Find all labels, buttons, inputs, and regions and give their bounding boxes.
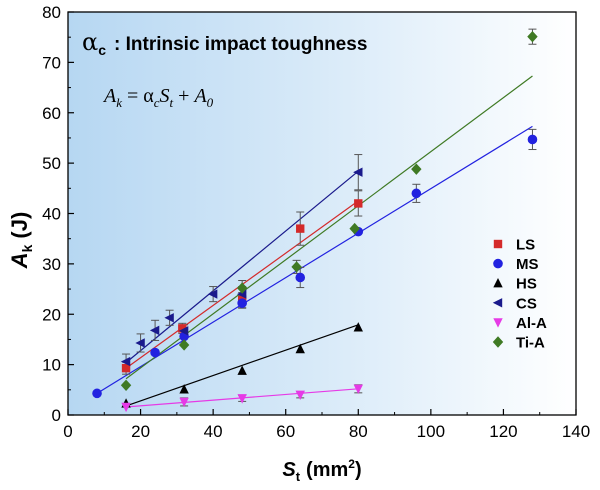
eq-lhs: A — [102, 85, 117, 107]
x-axis-symbol: S — [282, 459, 296, 481]
y-tick-label: 0 — [52, 406, 61, 425]
point-cs — [207, 289, 218, 299]
legend-marker-ls — [493, 239, 503, 249]
x-tick-label: 20 — [131, 422, 150, 441]
point-cs — [164, 313, 174, 323]
point-hs — [353, 322, 363, 332]
y-axis-subscript: k — [19, 244, 35, 252]
point-ls — [121, 363, 131, 373]
fit-lines — [96, 75, 533, 408]
y-tick-label: 70 — [42, 53, 61, 72]
fit-line-ti-a — [125, 75, 533, 380]
point-ti-a — [527, 30, 538, 43]
x-axis-unit-sup: 2 — [348, 457, 355, 471]
eq-s: S — [160, 85, 170, 107]
point-hs — [295, 343, 305, 354]
data-points — [92, 30, 538, 413]
point-ti-a — [120, 379, 132, 391]
point-ti-a — [411, 163, 422, 175]
point-al-a — [353, 384, 363, 395]
point-hs — [237, 365, 247, 375]
plot-background — [68, 12, 576, 415]
eq-plus: + — [173, 85, 194, 107]
point-cs — [353, 167, 363, 177]
y-axis-unit: (J) — [7, 212, 32, 239]
point-ls — [296, 224, 305, 233]
point-ti-a — [178, 339, 190, 351]
y-tick-label: 80 — [42, 3, 61, 22]
y-tick-label: 50 — [42, 154, 61, 173]
point-ms — [411, 188, 422, 199]
annotation-subscript: c — [98, 42, 106, 58]
eq-alpha-sub: c — [154, 95, 160, 110]
point-cs — [120, 356, 131, 367]
point-ls — [354, 199, 363, 208]
point-al-a — [121, 402, 131, 413]
legend-marker-ms — [493, 258, 503, 269]
point-hs — [179, 384, 189, 394]
point-ms — [295, 272, 306, 283]
x-tick-label: 40 — [204, 422, 223, 441]
x-tick-label: 0 — [63, 422, 72, 441]
legend: LS MS HS CS Al-A Ti-A — [492, 237, 547, 352]
legend-label-al-a: Al-A — [516, 315, 547, 332]
x-axis-subscript: t — [296, 469, 301, 484]
x-tick-label: 60 — [276, 422, 295, 441]
point-ls — [178, 324, 187, 333]
point-ti-a — [236, 282, 248, 294]
point-al-a — [179, 397, 189, 408]
point-cs — [135, 338, 145, 348]
axis-ticks: 0 20 40 60 80 100 120 140 0 10 20 30 40 50 60 70 80 — [42, 3, 590, 441]
point-ms — [237, 298, 247, 308]
point-ms — [92, 388, 102, 399]
legend-label-ms: MS — [516, 256, 539, 273]
fit-line-hs — [125, 324, 359, 407]
x-axis-unit-close: ) — [355, 459, 362, 481]
y-tick-label: 60 — [42, 104, 61, 123]
annotation-symbol: α — [82, 28, 98, 56]
annotation-description: : Intrinsic impact toughness — [114, 34, 367, 55]
x-tick-label: 140 — [562, 422, 590, 441]
eq-s-sub: t — [170, 95, 174, 110]
legend-label-ti-a: Ti-A — [516, 335, 545, 352]
legend-marker-hs — [493, 278, 503, 288]
y-axis-title: Ak (J) — [7, 212, 35, 270]
legend-marker-cs — [492, 298, 503, 308]
legend-label-hs: HS — [516, 276, 537, 293]
point-ms — [527, 134, 538, 145]
point-al-a — [295, 390, 305, 401]
legend-marker-al-a — [493, 318, 503, 328]
fit-line-ms — [96, 125, 533, 394]
annotation-text: αc : Intrinsic impact toughness — [82, 28, 367, 58]
point-ms — [150, 347, 160, 358]
y-tick-label: 40 — [42, 205, 61, 224]
eq-alpha: α — [143, 85, 154, 107]
eq-a0-sub: 0 — [207, 95, 214, 110]
x-axis-unit: (mm — [306, 459, 348, 481]
point-cs — [178, 326, 189, 336]
eq-equals: = — [122, 85, 143, 107]
x-tick-label: 80 — [349, 422, 368, 441]
point-al-a — [237, 394, 247, 404]
point-cs — [236, 289, 247, 299]
point-ti-a — [349, 222, 360, 235]
fit-line-cs — [125, 170, 359, 364]
y-tick-label: 10 — [42, 356, 61, 375]
point-cs — [149, 325, 160, 336]
eq-lhs-sub: k — [116, 95, 122, 110]
y-tick-label: 30 — [42, 255, 61, 274]
y-tick-label: 20 — [42, 305, 61, 324]
eq-a0: A — [192, 85, 207, 107]
x-axis-title: St (mm2) — [282, 457, 361, 484]
legend-marker-ti-a — [492, 336, 504, 348]
legend-label-cs: CS — [516, 295, 537, 312]
point-ti-a — [291, 261, 302, 273]
fit-equation: Ak = αcSt + A0 — [102, 85, 214, 110]
x-tick-label: 100 — [417, 422, 445, 441]
y-axis-symbol: A — [7, 252, 32, 269]
legend-label-ls: LS — [516, 237, 535, 254]
x-tick-label: 120 — [489, 422, 517, 441]
